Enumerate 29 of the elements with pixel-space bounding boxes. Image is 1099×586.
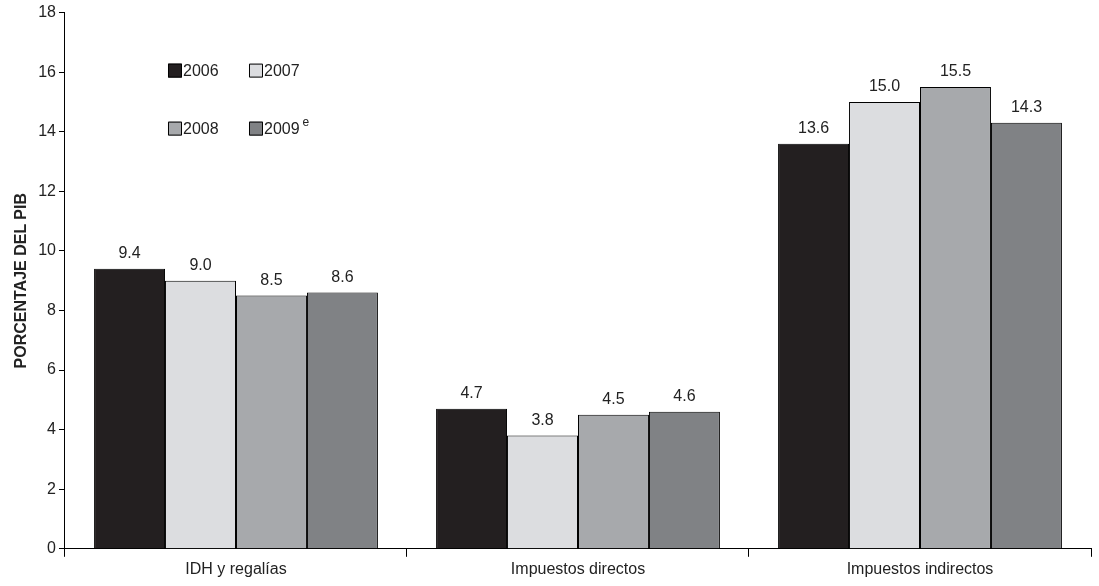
y-tick-label: 0 (47, 539, 57, 557)
data-label: 13.6 (797, 119, 830, 137)
data-label: 8.6 (331, 268, 354, 286)
data-label: 9.4 (118, 244, 141, 262)
data-label: 4.6 (673, 387, 696, 405)
x-tick-label: Impuestos directos (510, 559, 646, 577)
data-label: 8.5 (260, 271, 283, 288)
data-label: 15.0 (868, 77, 901, 95)
data-label: 3.8 (531, 411, 554, 429)
y-tick-label: 12 (38, 181, 57, 199)
legend-label: 2006 (183, 62, 219, 80)
data-label: 15.5 (939, 62, 972, 80)
data-label: 9.0 (189, 256, 212, 274)
x-tick-label: IDH y regalías (185, 559, 287, 577)
x-tick-label: Impuestos indirectos (846, 559, 994, 577)
y-tick-label: 6 (47, 360, 57, 378)
y-tick-label: 2 (47, 479, 57, 497)
data-label: 4.7 (460, 384, 483, 402)
y-tick-label: 8 (47, 300, 57, 318)
y-tick-label: 16 (38, 62, 57, 80)
legend-label: 2007 (264, 62, 300, 80)
data-label: 14.3 (1010, 98, 1043, 116)
y-tick-label: 4 (47, 420, 57, 438)
y-tick-label: 14 (38, 122, 57, 140)
data-label: 4.5 (602, 390, 625, 408)
y-tick-label: 18 (38, 3, 57, 21)
y-axis-title: PORCENTAJE DEL PIB (12, 192, 30, 369)
legend-label: 2008 (183, 120, 219, 138)
y-tick-label: 10 (38, 241, 57, 259)
